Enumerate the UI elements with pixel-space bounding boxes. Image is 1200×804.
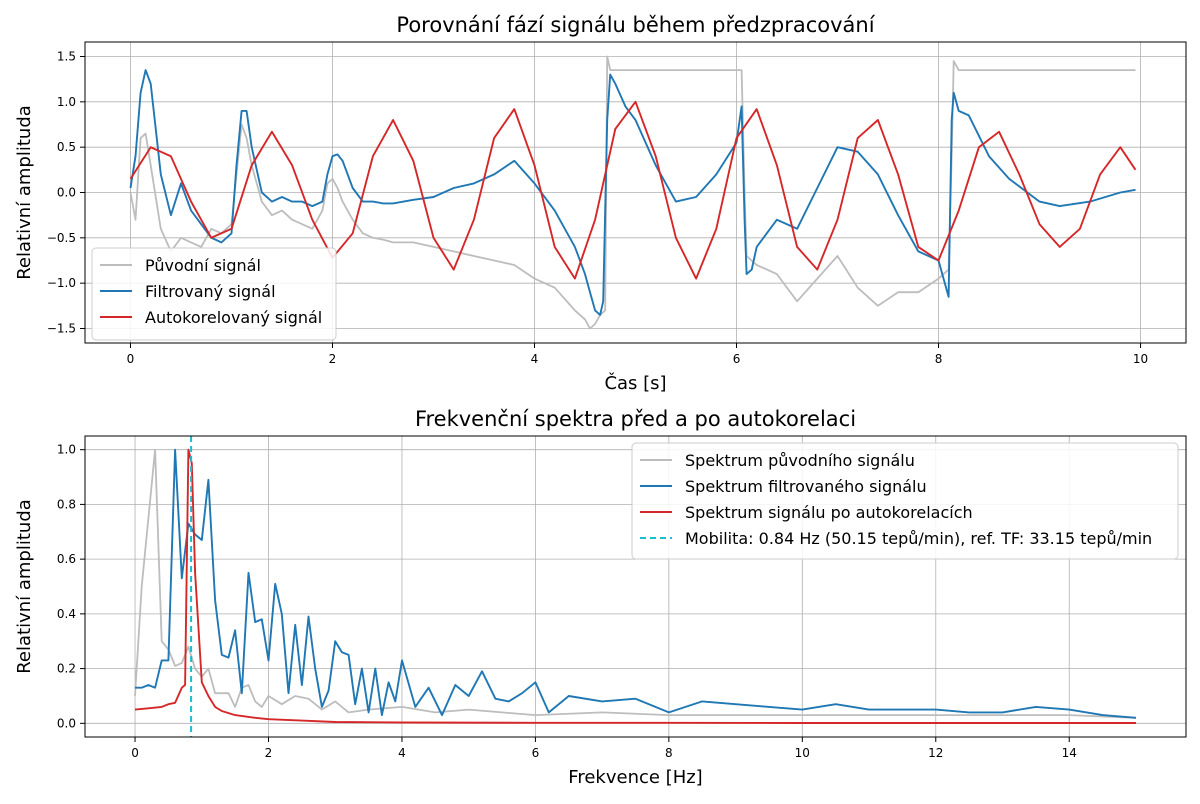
- legend-label: Mobilita: 0.84 Hz (50.15 tepů/min), ref.…: [685, 529, 1152, 548]
- legend-label: Spektrum signálu po autokorelacích: [685, 503, 973, 522]
- x-tick-label: 14: [1062, 746, 1077, 760]
- y-tick-label: 1.5: [57, 50, 76, 64]
- y-tick-label: −0.5: [47, 231, 76, 245]
- y-tick-label: 0.0: [57, 186, 76, 200]
- legend-box: [91, 247, 337, 341]
- y-tick-label: 0.2: [57, 662, 76, 676]
- y-tick-label: 0.0: [57, 716, 76, 730]
- y-axis-label: Relativní amplituda: [14, 105, 35, 280]
- y-tick-label: 0.4: [57, 607, 76, 621]
- series-line-2: [135, 448, 1137, 719]
- x-tick-label: 10: [795, 746, 810, 760]
- legend-box: [631, 442, 1179, 560]
- chart-title: Frekvenční spektra před a po autokorelac…: [415, 407, 856, 431]
- legend-label: Spektrum filtrovaného signálu: [685, 477, 927, 496]
- x-tick-label: 4: [531, 352, 539, 366]
- legend-label: Původní signál: [145, 256, 261, 275]
- y-tick-label: 0.5: [57, 140, 76, 154]
- chart-title: Porovnání fází signálu během předzpracov…: [396, 13, 875, 37]
- y-tick-label: 0.6: [57, 552, 76, 566]
- x-tick-label: 0: [131, 746, 139, 760]
- legend: Spektrum původního signálu Spektrum filtr…: [631, 442, 1179, 560]
- legend: Původní signál Filtrovaný signál Autokorel…: [91, 247, 337, 341]
- legend-label: Autokorelovaný signál: [145, 308, 322, 327]
- x-tick-label: 0: [127, 352, 135, 366]
- y-tick-label: −1.0: [47, 276, 76, 290]
- y-tick-label: −1.5: [47, 321, 76, 335]
- x-tick-label: 6: [733, 352, 741, 366]
- x-tick-label: 8: [665, 746, 673, 760]
- y-tick-label: 0.8: [57, 497, 76, 511]
- chart-2: 0 2 4 6 8 10 12 14 0.0 0.2 0.4 0.6 0.8 1.0 Frekvenční …: [14, 407, 1187, 788]
- x-axis-label: Čas [s]: [604, 372, 666, 394]
- x-tick-label: 12: [928, 746, 943, 760]
- y-tick-label: 1.0: [57, 443, 76, 457]
- x-tick-label: 4: [398, 746, 406, 760]
- series-line-3: [129, 100, 1137, 280]
- series-line-1: [134, 448, 1137, 719]
- legend-label: Filtrovaný signál: [145, 282, 276, 301]
- x-tick-label: 6: [532, 746, 540, 760]
- y-axis-label: Relativní amplituda: [14, 499, 35, 674]
- chart-1: 0 2 4 6 8 10 −1.5 −1.0 −0.5 0.0 0.5 1.0 1.5 Porovnání…: [14, 13, 1187, 394]
- legend-label: Spektrum původního signálu: [685, 451, 915, 470]
- plot-frame: [84, 435, 1187, 738]
- x-tick-label: 8: [935, 352, 943, 366]
- x-axis-label: Frekvence [Hz]: [568, 767, 702, 788]
- x-tick-label: 2: [329, 352, 337, 366]
- series-line-3: [134, 448, 1136, 724]
- x-tick-label: 10: [1133, 352, 1148, 366]
- series-line-2: [129, 69, 1136, 316]
- y-tick-label: 1.0: [57, 95, 76, 109]
- x-tick-label: 2: [265, 746, 273, 760]
